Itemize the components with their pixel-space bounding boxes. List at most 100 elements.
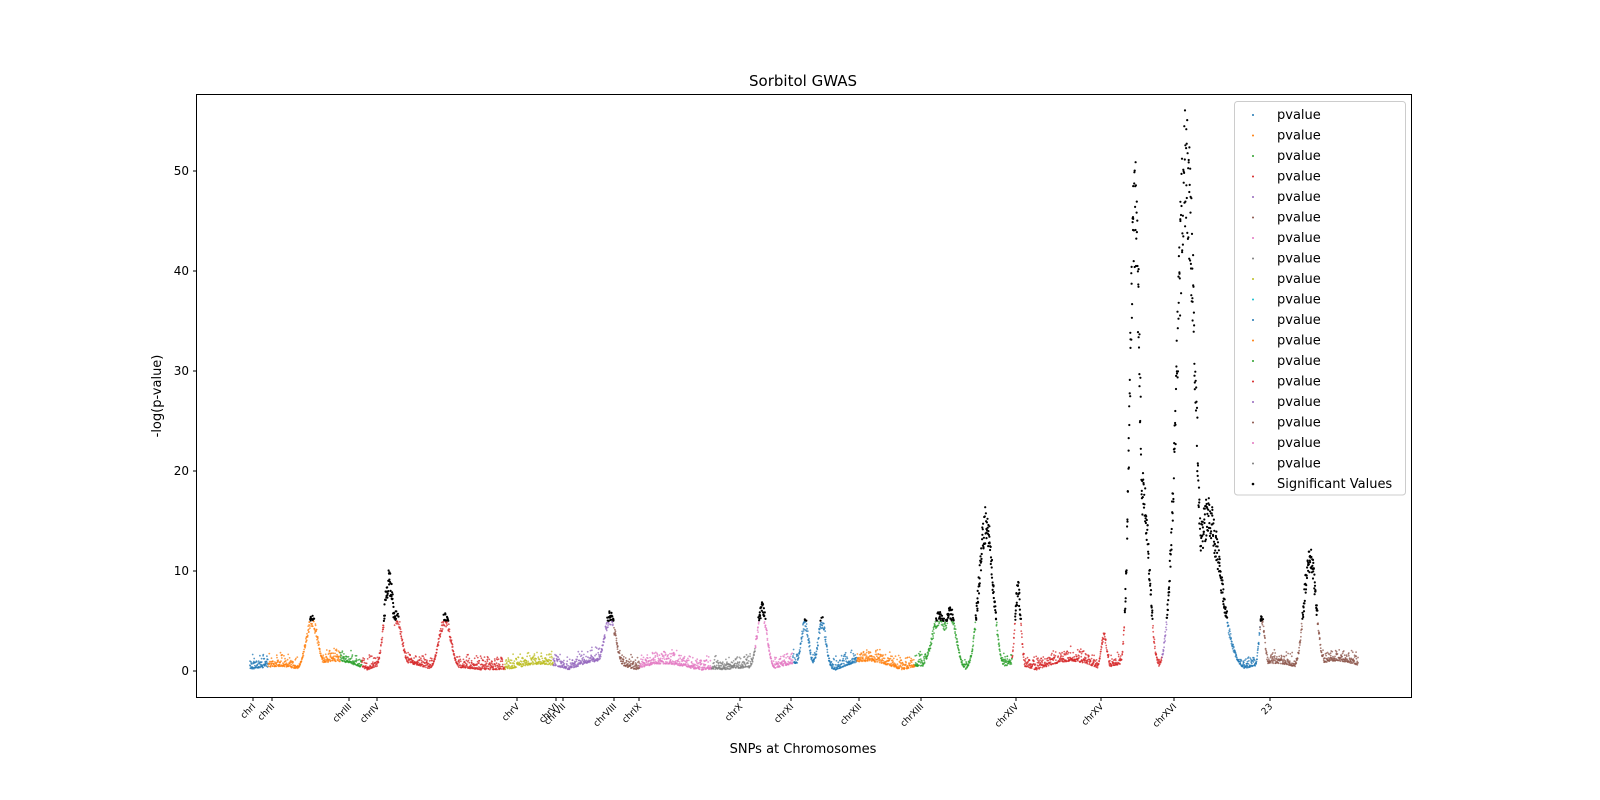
significant-point: [1212, 540, 1216, 543]
snp-point: [801, 630, 803, 633]
snp-point: [783, 654, 786, 656]
snp-point: [271, 665, 274, 667]
snp-point: [255, 661, 258, 663]
significant-point: [1192, 330, 1195, 333]
significant-point: [1196, 464, 1200, 467]
snp-point: [697, 662, 700, 664]
significant-point: [980, 560, 983, 563]
significant-point: [978, 577, 981, 580]
snp-point: [313, 620, 315, 623]
snp-point: [1099, 655, 1101, 657]
snp-point: [296, 656, 299, 658]
snp-point: [1066, 650, 1069, 653]
snp-point: [376, 656, 379, 659]
snp-point: [1285, 654, 1288, 657]
significant-point: [1201, 523, 1204, 526]
snp-point: [1123, 629, 1125, 632]
snp-point: [318, 648, 321, 650]
snp-point: [1254, 664, 1257, 667]
snp-point: [1299, 644, 1301, 646]
snp-point: [260, 661, 263, 663]
significant-point: [1124, 587, 1127, 591]
significant-point: [1186, 152, 1189, 155]
snp-point: [397, 622, 399, 624]
snp-point: [547, 660, 550, 663]
snp-point: [1069, 652, 1072, 654]
snp-point: [846, 657, 849, 660]
significant-point: [975, 604, 978, 608]
significant-point: [1213, 551, 1216, 555]
snp-point: [933, 623, 936, 626]
snp-point: [1011, 654, 1014, 657]
snp-point: [499, 665, 502, 668]
snp-point: [945, 626, 948, 629]
snp-point: [640, 658, 642, 660]
significant-point: [1305, 584, 1308, 587]
snp-point: [574, 661, 577, 664]
snp-point: [555, 654, 558, 657]
significant-point: [387, 569, 390, 572]
snp-point: [1051, 652, 1053, 655]
significant-point: [1222, 588, 1225, 591]
snp-point: [343, 656, 346, 658]
snp-point: [902, 663, 905, 666]
snp-point: [491, 665, 493, 667]
snp-point: [651, 652, 654, 655]
snp-point: [333, 647, 335, 650]
snp-point: [995, 624, 998, 627]
significant-point: [1129, 395, 1132, 398]
snp-point: [1163, 646, 1165, 649]
snp-point: [347, 655, 350, 658]
snp-point: [745, 659, 748, 661]
significant-point: [1208, 522, 1211, 525]
snp-point: [766, 629, 768, 632]
snp-point: [447, 623, 450, 626]
snp-point: [523, 664, 525, 667]
snp-point: [558, 658, 561, 660]
snp-point: [700, 660, 703, 662]
significant-point: [386, 593, 389, 597]
significant-point: [1208, 503, 1211, 506]
snp-point: [924, 653, 927, 656]
snp-point: [621, 654, 623, 657]
snp-point: [792, 653, 795, 655]
snp-point: [791, 652, 794, 655]
snp-point: [292, 661, 294, 663]
significant-point: [1308, 550, 1311, 553]
significant-point: [1215, 530, 1218, 533]
significant-point: [1136, 331, 1140, 334]
snp-point: [1324, 657, 1326, 660]
snp-point: [439, 627, 442, 630]
snp-point: [456, 656, 459, 658]
snp-point: [972, 644, 975, 647]
snp-point: [670, 652, 673, 655]
snp-point: [865, 655, 868, 657]
snp-point: [757, 621, 760, 623]
snp-point: [938, 621, 941, 623]
snp-point: [445, 625, 447, 628]
snp-point: [629, 663, 632, 665]
significant-point: [1016, 604, 1019, 607]
significant-point: [1196, 462, 1199, 465]
significant-point: [1185, 196, 1188, 200]
snp-point: [615, 639, 618, 642]
snp-point: [698, 668, 701, 671]
significant-point: [1306, 566, 1309, 569]
significant-point: [1151, 617, 1154, 621]
snp-point: [1341, 655, 1343, 658]
snp-point: [1041, 661, 1044, 663]
snp-point: [586, 650, 589, 653]
snp-point: [589, 649, 592, 652]
significant-point: [979, 555, 982, 558]
snp-point: [642, 656, 645, 659]
snp-point: [691, 656, 694, 659]
snp-point: [733, 664, 736, 667]
snp-point: [749, 655, 751, 658]
significant-point: [1170, 531, 1173, 534]
snp-point: [486, 665, 489, 668]
snp-point: [937, 624, 940, 627]
snp-point: [1099, 653, 1102, 655]
significant-point: [1181, 214, 1184, 217]
significant-point: [1190, 294, 1193, 297]
significant-point: [946, 618, 949, 621]
